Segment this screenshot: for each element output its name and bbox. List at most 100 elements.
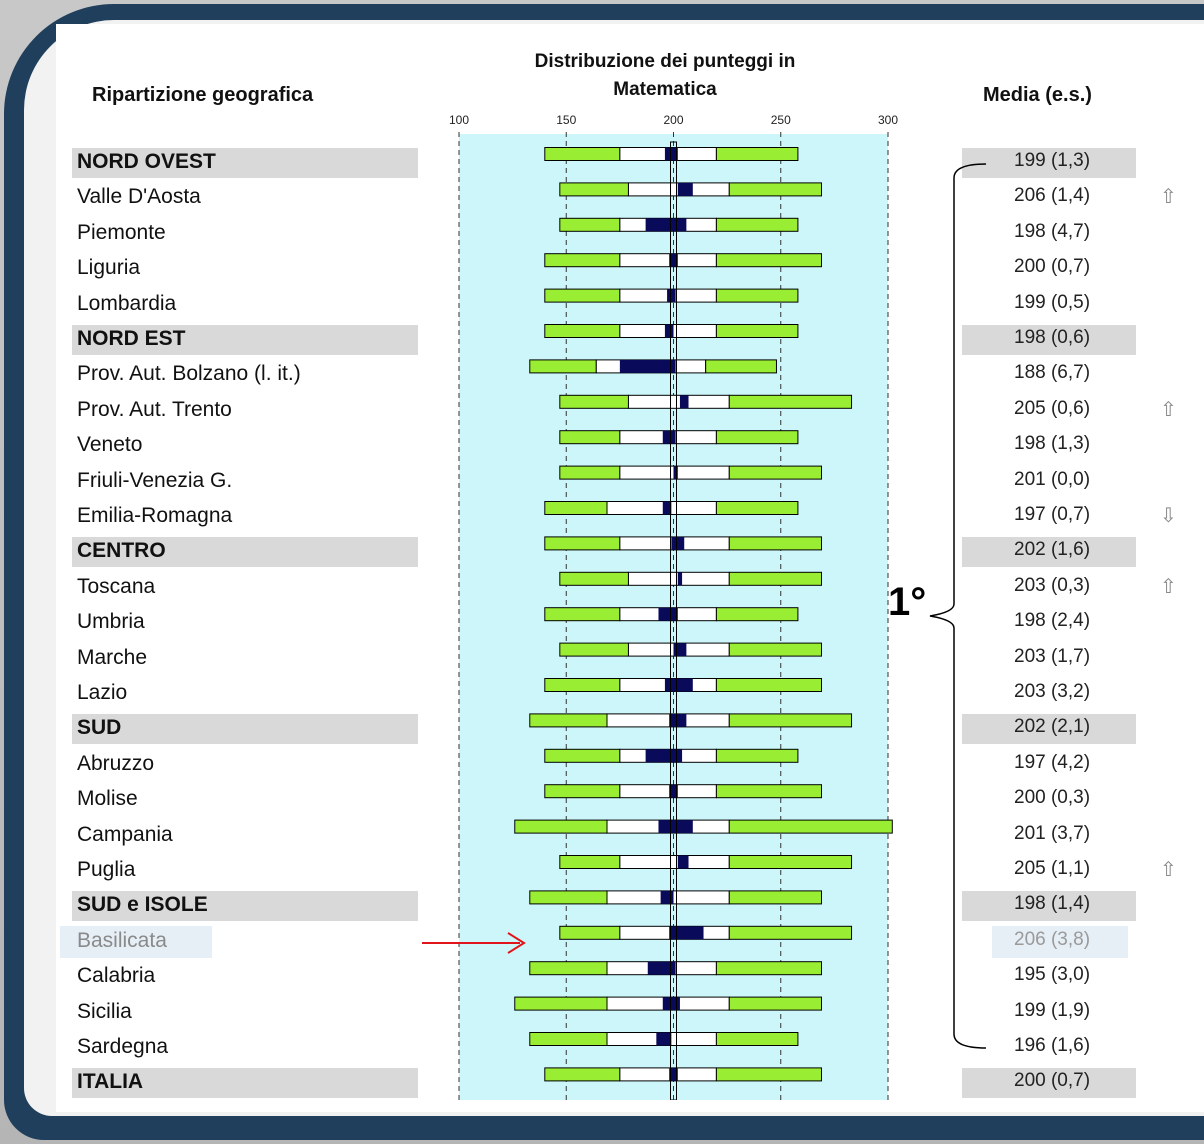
bar-confidence-interval [658, 607, 678, 621]
bar-p5-p25 [529, 961, 608, 976]
bar-p75-p95 [715, 217, 799, 232]
bar-p5-p25 [559, 925, 621, 940]
bar-iqr [606, 501, 717, 515]
bar-p5-p25 [559, 855, 621, 869]
row-label: Sardegna [77, 1035, 169, 1058]
bar-p75-p95 [715, 678, 823, 692]
bar-confidence-interval [660, 890, 674, 904]
row-label: Sicilia [77, 999, 132, 1023]
row-label: Marche [77, 645, 148, 669]
bar-confidence-interval [664, 147, 678, 161]
row-label: Prov. Aut. Bolzano (l. it.) [77, 362, 301, 386]
bar-confidence-interval [673, 466, 678, 480]
row-label: Prov. Aut. Trento [77, 397, 232, 421]
ranking-bracket [929, 163, 987, 1049]
bar-p75-p95 [728, 536, 823, 551]
mean-value: 199 (1,9) [1014, 999, 1091, 1021]
x-tick-label: 300 [878, 113, 898, 127]
mean-value: 201 (3,7) [1014, 822, 1091, 844]
bar-p5-p25 [559, 465, 621, 480]
mean-value: 206 (3,8) [1014, 928, 1091, 950]
highlight-label-bg [60, 925, 212, 958]
highlight-value-bg [992, 925, 1128, 958]
region-row-bg [72, 537, 418, 568]
mean-value: 200 (0,3) [1014, 787, 1091, 809]
bar-p5-p25 [544, 1067, 621, 1082]
row-label: Valle D'Aosta [77, 185, 201, 209]
region-value-bg [962, 891, 1136, 922]
bar-p75-p95 [728, 996, 823, 1011]
mean-value: 203 (3,2) [1014, 681, 1091, 702]
region-row-bg [72, 148, 418, 178]
bar-p75-p95 [715, 253, 823, 268]
row-label: Friuli-Venezia G. [77, 468, 233, 492]
bar-p75-p95 [728, 819, 893, 834]
row-label: Piemonte [77, 220, 166, 244]
bar-iqr [619, 855, 730, 869]
row-label: Lazio [77, 681, 128, 704]
down-arrow-icon: ⇩ [1160, 505, 1177, 527]
mean-value: 203 (1,7) [1014, 645, 1091, 667]
bar-p75-p95 [728, 465, 823, 480]
header-region: Ripartizione geografica [92, 84, 314, 106]
bar-p75-p95 [728, 642, 823, 657]
bar-confidence-interval [669, 926, 704, 940]
bar-confidence-interval [669, 784, 678, 798]
bar-p5-p25 [559, 430, 621, 445]
bar-p5-p25 [544, 253, 621, 268]
row-label: Toscana [77, 574, 156, 598]
bar-p5-p25 [529, 1032, 608, 1046]
mean-value: 199 (0,5) [1014, 291, 1091, 313]
mean-value: 201 (0,0) [1014, 468, 1091, 490]
chart-title: Distribuzione dei punteggi in Matematica [500, 48, 830, 104]
bracket-path [929, 163, 987, 1049]
bar-p5-p25 [544, 288, 621, 303]
bar-confidence-interval [669, 1067, 678, 1081]
bar-confidence-interval [647, 961, 676, 975]
row-label: Abruzzo [77, 751, 155, 775]
bar-p75-p95 [715, 748, 799, 763]
bar-p75-p95 [728, 855, 853, 869]
bar-p5-p25 [514, 819, 608, 834]
mean-value: 200 (0,7) [1014, 1070, 1091, 1092]
bar-p5-p25 [544, 748, 621, 763]
up-arrow-icon: ⇧ [1160, 575, 1177, 598]
bar-p5-p25 [529, 359, 597, 374]
bar-confidence-interval [662, 997, 680, 1011]
row-label: CENTRO [77, 539, 166, 563]
row-label: Campania [77, 822, 173, 846]
mean-value: 202 (2,1) [1014, 716, 1091, 738]
row-label: Molise [77, 787, 138, 811]
region-value-bg [962, 325, 1136, 355]
reference-line [670, 141, 677, 1100]
bar-p75-p95 [715, 607, 799, 622]
mean-value: 198 (4,7) [1014, 220, 1091, 242]
up-arrow-icon: ⇧ [1160, 398, 1177, 421]
row-label: Umbria [77, 610, 145, 634]
mean-value: 205 (0,6) [1014, 397, 1091, 419]
region-value-bg [962, 1068, 1136, 1099]
region-value-bg [962, 148, 1136, 178]
mean-value: 198 (1,4) [1014, 893, 1091, 915]
bar-confidence-interval [677, 182, 693, 196]
bar-p75-p95 [715, 1032, 799, 1046]
row-label: NORD OVEST [77, 150, 216, 173]
bar-confidence-interval [645, 749, 683, 763]
mean-value: 188 (6,7) [1014, 362, 1091, 384]
bar-p75-p95 [728, 890, 823, 905]
mean-value: 200 (0,7) [1014, 256, 1091, 278]
row-label: Basilicata [77, 928, 167, 952]
chart-title-line1: Distribuzione dei punteggi in [534, 51, 796, 72]
mean-value: 205 (1,1) [1014, 858, 1091, 879]
bar-confidence-interval [662, 430, 676, 444]
bar-p5-p25 [529, 890, 608, 905]
mean-value: 203 (0,3) [1014, 574, 1091, 596]
bar-p5-p25 [544, 501, 608, 515]
row-label: Emilia-Romagna [77, 504, 233, 527]
bar-confidence-interval [662, 501, 672, 515]
bar-confidence-interval [619, 359, 676, 373]
bar-p5-p25 [514, 996, 608, 1011]
bar-confidence-interval [669, 713, 687, 727]
row-label: Lombardia [77, 291, 177, 315]
bar-p5-p25 [559, 182, 629, 197]
